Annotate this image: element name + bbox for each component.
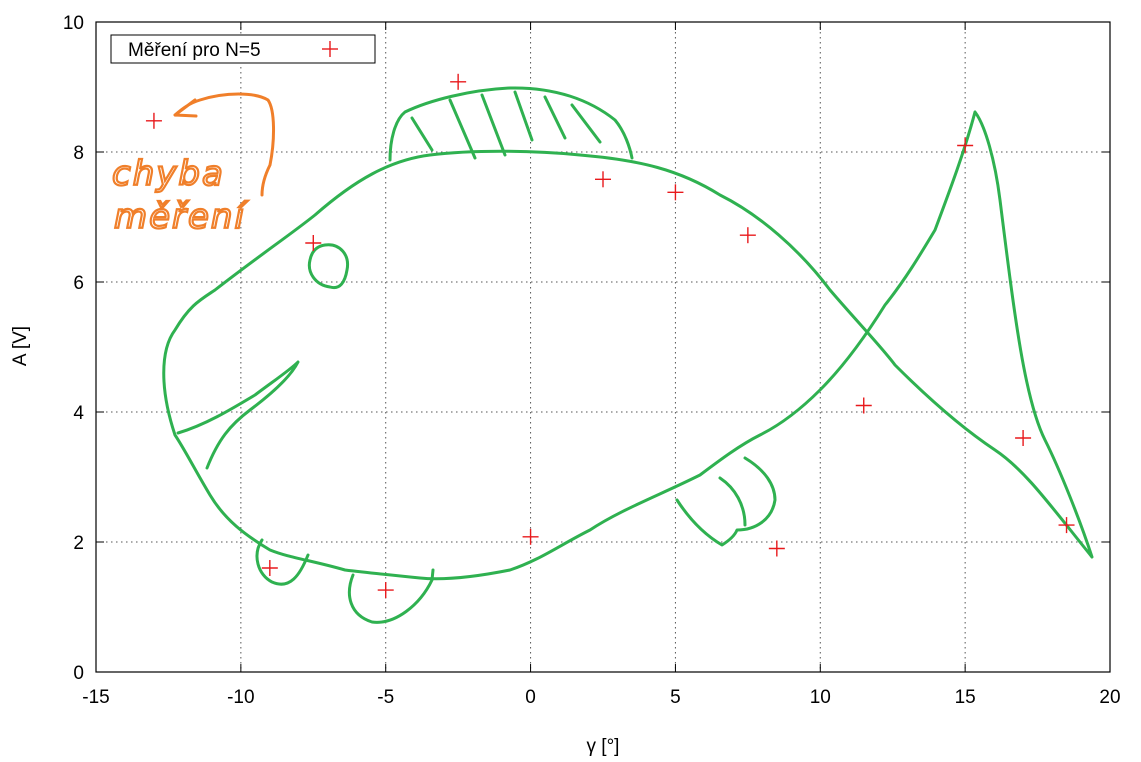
legend-marker <box>322 41 338 57</box>
y-tick-label: 10 <box>63 13 84 34</box>
fin-stripe-6 <box>570 103 602 144</box>
data-point <box>1058 517 1075 534</box>
data-point <box>768 540 785 557</box>
y-tick-label: 2 <box>73 533 84 554</box>
data-point <box>305 235 322 251</box>
y-tick-label: 0 <box>73 663 84 684</box>
fin-stripe-2 <box>448 98 477 160</box>
y-tick-label: 8 <box>73 143 84 164</box>
fish-eye <box>307 243 350 290</box>
legend-label: Měření pro N=5 <box>128 40 261 61</box>
axes: -15 -10 -5 0 5 10 15 20 0 2 4 6 8 10 <box>63 13 1121 708</box>
data-point <box>1015 430 1032 446</box>
y-tick-label: 6 <box>73 273 84 294</box>
annotation-arrow <box>173 92 276 197</box>
x-tick-label: -15 <box>82 687 109 708</box>
data-point <box>667 184 684 201</box>
fish-belly-fin-1 <box>255 538 310 586</box>
fish-doodle <box>162 86 1094 624</box>
data-point <box>739 227 756 244</box>
y-axis-title: A [V] <box>10 326 31 366</box>
x-tick-label: 20 <box>1099 687 1120 708</box>
annotation-text-line-1: chyba <box>112 154 225 194</box>
grid <box>96 22 1110 672</box>
data-point <box>595 171 611 188</box>
data-point <box>855 397 872 414</box>
x-axis-title: γ [°] <box>587 736 620 757</box>
data-points <box>145 73 1075 599</box>
data-point <box>261 560 278 576</box>
plot-frame <box>95 21 1111 673</box>
fish-body <box>162 110 1094 581</box>
fish-pectoral-fin <box>675 456 777 547</box>
x-tick-label: 5 <box>670 687 681 708</box>
x-tick-label: -10 <box>227 687 254 708</box>
fish-dorsal-fin <box>388 86 634 162</box>
fin-stripe-4 <box>513 90 534 142</box>
annotation-text-line-2: měření <box>114 197 248 237</box>
y-tick-label: 4 <box>73 403 84 424</box>
legend-marker-plus <box>322 41 338 57</box>
data-point <box>522 528 539 545</box>
x-tick-label: 0 <box>525 687 536 708</box>
fish-belly-fin-2 <box>347 568 435 624</box>
data-point <box>377 582 394 599</box>
fish-mouth <box>176 360 300 470</box>
data-point <box>450 73 467 90</box>
x-tick-label: -5 <box>377 687 394 708</box>
data-point <box>145 112 162 129</box>
fin-stripe-1 <box>410 116 434 152</box>
fin-stripe-3 <box>480 93 507 157</box>
annotation: chyba měření <box>111 92 276 238</box>
x-tick-label: 15 <box>955 687 976 708</box>
legend: Měření pro N=5 <box>110 34 376 64</box>
x-tick-label: 10 <box>810 687 831 708</box>
data-point <box>957 137 974 154</box>
fin-stripe-5 <box>543 95 567 140</box>
